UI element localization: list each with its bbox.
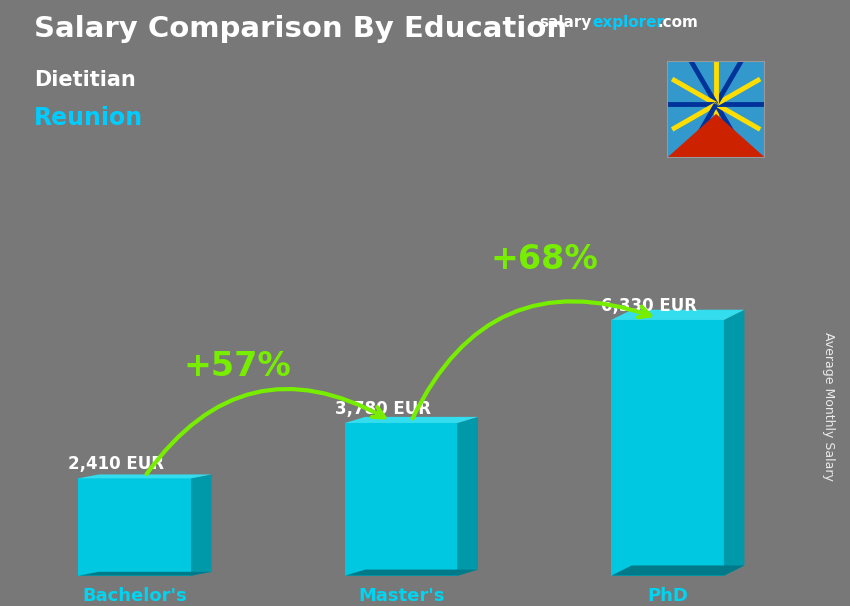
Polygon shape <box>457 417 478 576</box>
Text: +68%: +68% <box>490 243 598 276</box>
Text: Salary Comparison By Education: Salary Comparison By Education <box>34 15 567 43</box>
Polygon shape <box>191 474 212 576</box>
Text: 2,410 EUR: 2,410 EUR <box>68 456 164 473</box>
Bar <box>78 478 191 576</box>
Text: +57%: +57% <box>184 350 291 383</box>
Polygon shape <box>724 310 745 576</box>
Polygon shape <box>78 572 212 576</box>
Polygon shape <box>78 474 212 478</box>
Text: Average Monthly Salary: Average Monthly Salary <box>822 331 836 481</box>
Text: 3,780 EUR: 3,780 EUR <box>335 400 431 418</box>
Bar <box>611 320 724 576</box>
Text: Dietitian: Dietitian <box>34 70 136 90</box>
Polygon shape <box>345 417 478 423</box>
Text: 6,330 EUR: 6,330 EUR <box>601 297 697 315</box>
Polygon shape <box>611 565 745 576</box>
Text: salary: salary <box>540 15 592 30</box>
Text: .com: .com <box>657 15 698 30</box>
Polygon shape <box>345 570 478 576</box>
Polygon shape <box>667 114 765 158</box>
Text: Reunion: Reunion <box>34 106 143 130</box>
Text: explorer: explorer <box>592 15 665 30</box>
Bar <box>345 423 457 576</box>
Polygon shape <box>611 310 745 320</box>
